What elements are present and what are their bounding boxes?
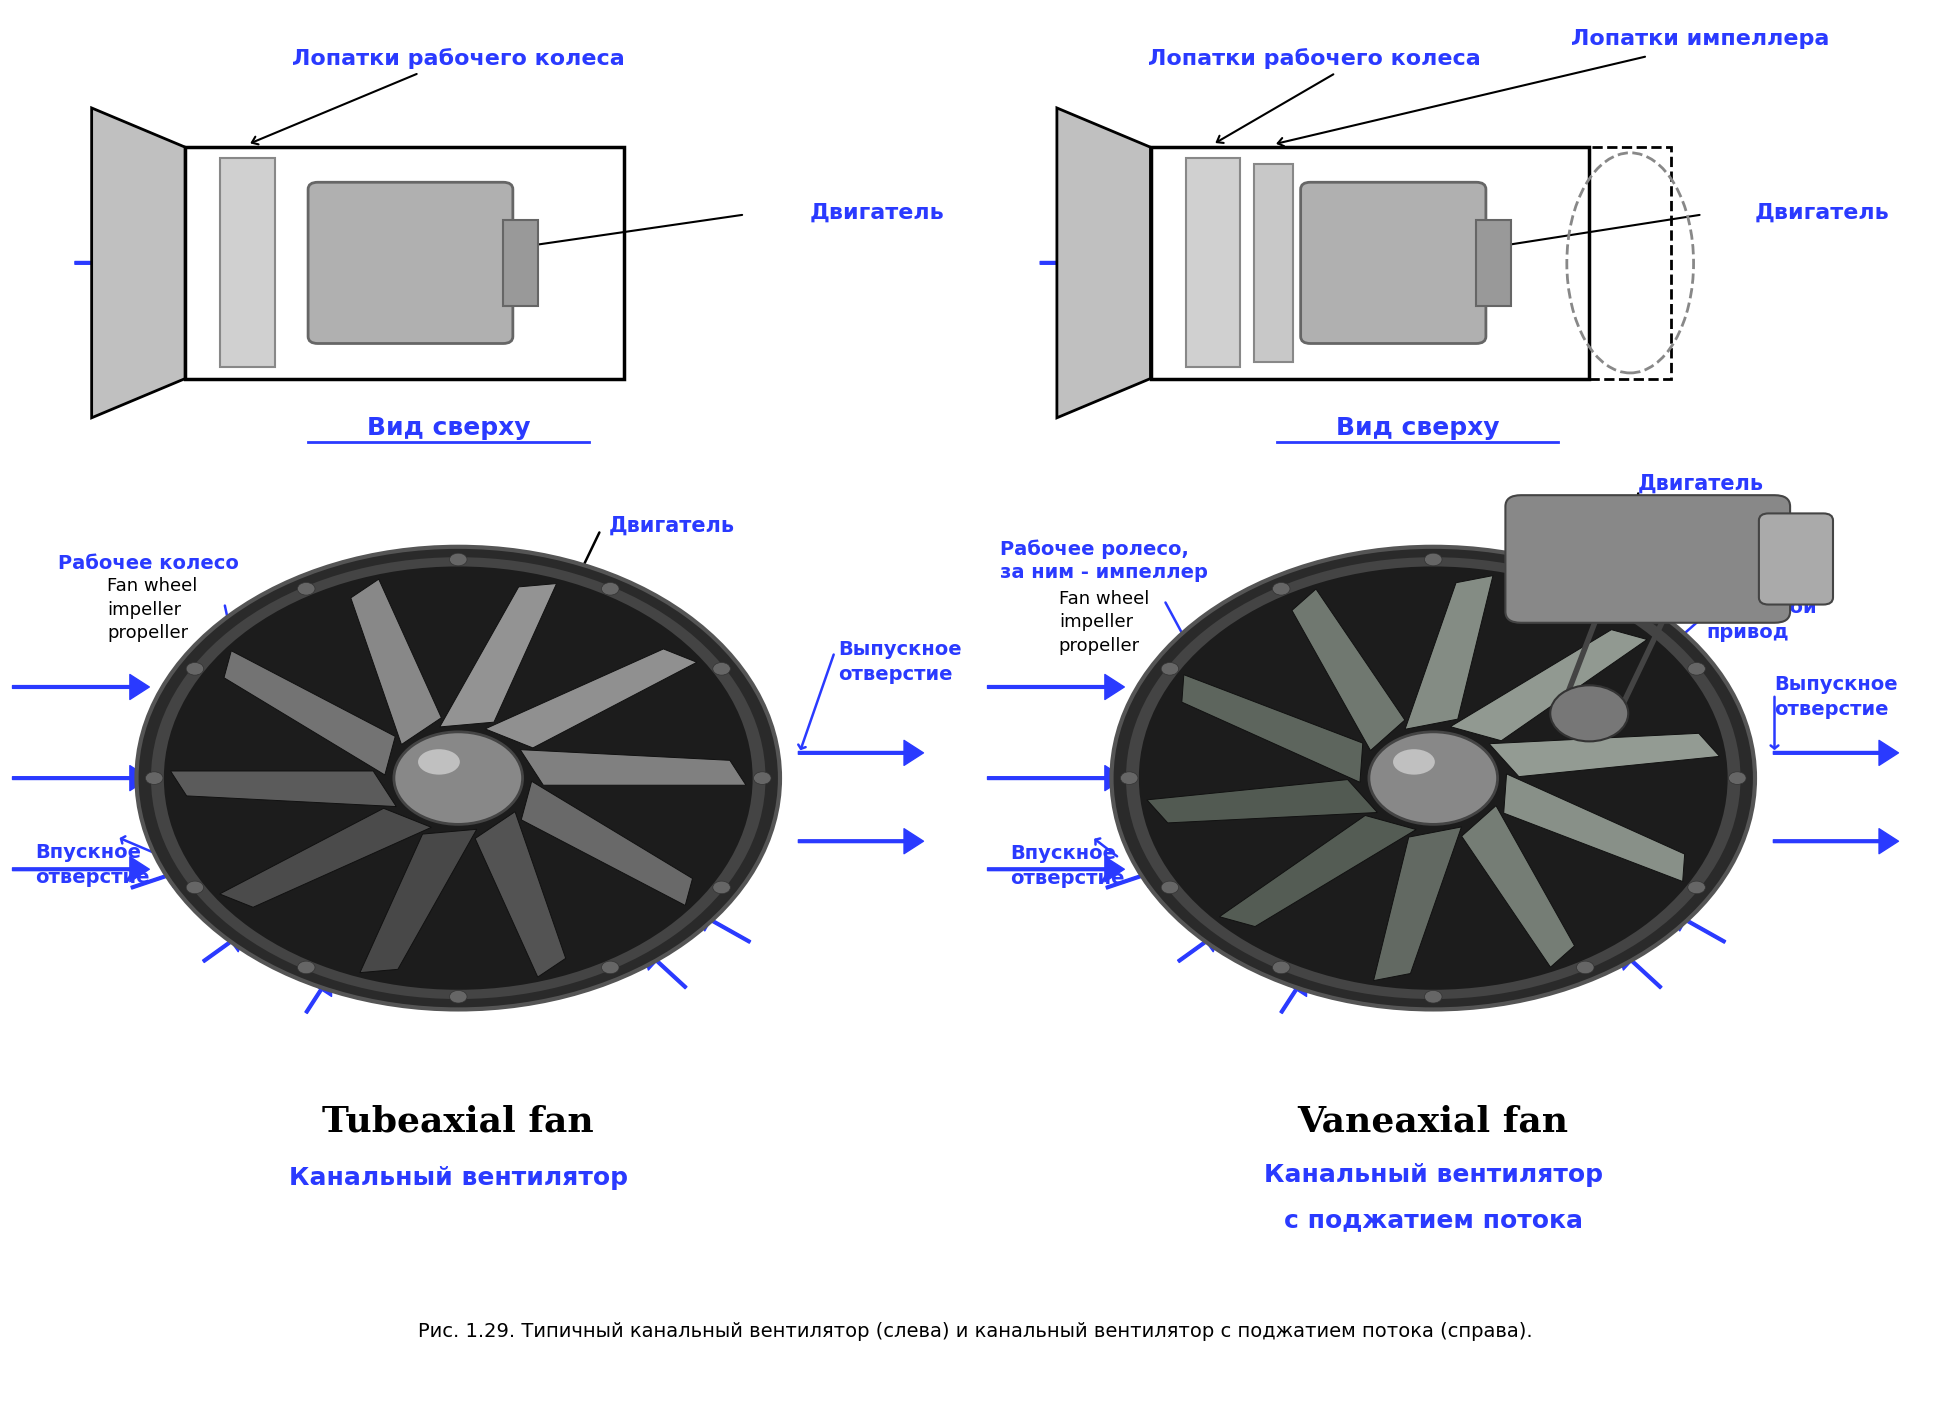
Text: Вид сверху: Вид сверху [367, 415, 530, 440]
Circle shape [714, 880, 731, 893]
Bar [1254, 164, 1293, 362]
Polygon shape [1503, 774, 1685, 882]
Circle shape [394, 732, 523, 824]
Text: Fan wheel
impeller
propeller: Fan wheel impeller propeller [107, 578, 197, 642]
Bar [1589, 147, 1671, 379]
Polygon shape [441, 583, 556, 726]
Text: Впускное
отверстие: Впускное отверстие [35, 843, 150, 887]
Polygon shape [1490, 733, 1720, 777]
Text: Fan wheel
impeller
propeller: Fan wheel impeller propeller [1059, 590, 1149, 655]
Circle shape [1273, 582, 1291, 594]
Circle shape [1273, 962, 1291, 974]
Bar [1186, 158, 1240, 367]
Bar [1150, 147, 1589, 379]
Text: Лопатки рабочего колеса: Лопатки рабочего колеса [1149, 49, 1480, 69]
Circle shape [1689, 663, 1706, 676]
Circle shape [1550, 686, 1628, 742]
Polygon shape [1451, 629, 1648, 740]
Circle shape [185, 880, 203, 893]
Text: Vaneaxial fan: Vaneaxial fan [1297, 1105, 1570, 1138]
Polygon shape [1293, 589, 1404, 750]
Text: Двигатель: Двигатель [608, 516, 735, 536]
Text: Выпускное
отверстие: Выпускное отверстие [1774, 674, 1897, 719]
Circle shape [298, 962, 316, 974]
Circle shape [1369, 732, 1498, 824]
Circle shape [146, 771, 164, 785]
Polygon shape [224, 651, 396, 775]
Polygon shape [521, 781, 692, 906]
Text: Канальный вентилятор: Канальный вентилятор [289, 1165, 628, 1190]
Circle shape [1689, 880, 1706, 893]
FancyBboxPatch shape [1759, 513, 1833, 604]
Ellipse shape [417, 749, 460, 775]
Circle shape [448, 554, 468, 566]
Circle shape [1125, 557, 1741, 1000]
Circle shape [136, 547, 780, 1009]
Polygon shape [220, 809, 431, 907]
FancyBboxPatch shape [1301, 182, 1486, 343]
Text: Лопатки импеллера: Лопатки импеллера [1572, 29, 1829, 49]
Circle shape [164, 566, 753, 990]
Circle shape [1576, 962, 1593, 974]
Circle shape [1424, 990, 1443, 1002]
Text: Ременной
привод: Ременной привод [1706, 597, 1817, 642]
Circle shape [1728, 771, 1745, 785]
Circle shape [298, 582, 316, 594]
FancyBboxPatch shape [1505, 495, 1790, 622]
Circle shape [1424, 554, 1443, 566]
Polygon shape [476, 812, 566, 977]
Polygon shape [361, 830, 476, 973]
Circle shape [185, 663, 203, 676]
Text: Канальный вентилятор: Канальный вентилятор [1264, 1162, 1603, 1187]
Text: Вид сверху: Вид сверху [1336, 415, 1500, 440]
Circle shape [1160, 880, 1178, 893]
Circle shape [1160, 663, 1178, 676]
Polygon shape [1057, 108, 1150, 418]
Circle shape [1139, 566, 1728, 990]
Text: Рис. 1.29. Типичный канальный вентилятор (слева) и канальный вентилятор с поджат: Рис. 1.29. Типичный канальный вентилятор… [417, 1322, 1533, 1342]
Text: Двигатель: Двигатель [809, 203, 944, 223]
Polygon shape [170, 771, 396, 806]
Circle shape [753, 771, 770, 785]
Circle shape [601, 582, 618, 594]
Circle shape [150, 557, 766, 1000]
Polygon shape [1219, 816, 1416, 927]
Ellipse shape [1392, 749, 1435, 775]
Polygon shape [1406, 576, 1494, 729]
Circle shape [601, 962, 618, 974]
Polygon shape [1182, 674, 1363, 782]
Bar [503, 220, 538, 306]
Text: Двигатель: Двигатель [1638, 474, 1765, 494]
Polygon shape [351, 579, 441, 744]
Polygon shape [521, 750, 747, 785]
Text: с поджатием потока: с поджатием потока [1283, 1207, 1583, 1232]
Polygon shape [1462, 806, 1574, 967]
Circle shape [714, 663, 731, 676]
Polygon shape [1147, 780, 1377, 823]
Polygon shape [92, 108, 185, 418]
Polygon shape [486, 649, 696, 747]
Text: Лопатки рабочего колеса: Лопатки рабочего колеса [292, 49, 624, 69]
Polygon shape [1373, 827, 1461, 980]
Circle shape [1121, 771, 1139, 785]
Circle shape [1576, 582, 1593, 594]
FancyBboxPatch shape [308, 182, 513, 343]
Bar [185, 147, 624, 379]
Bar [220, 158, 275, 367]
Text: Выпускное
отверстие: Выпускное отверстие [838, 639, 961, 684]
Text: Tubeaxial fan: Tubeaxial fan [322, 1105, 595, 1138]
Text: Рабочее колесо: Рабочее колесо [58, 554, 240, 573]
Text: Рабочее ролесо,
за ним - импеллер: Рабочее ролесо, за ним - импеллер [1000, 540, 1209, 582]
Circle shape [448, 990, 466, 1002]
Text: Впускное
отверстие: Впускное отверстие [1010, 844, 1125, 889]
Text: Двигатель: Двигатель [1755, 203, 1890, 223]
Circle shape [1112, 547, 1755, 1009]
Bar [1476, 220, 1511, 306]
